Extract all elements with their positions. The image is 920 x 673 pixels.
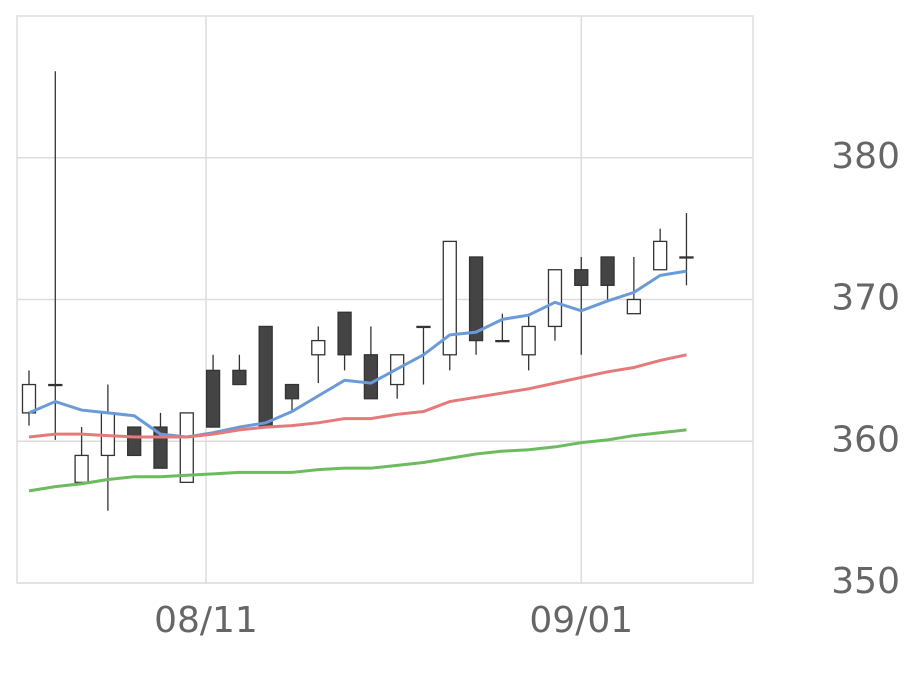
moving-average-line (28, 269, 687, 439)
candle-body (232, 369, 247, 386)
candle-body (626, 298, 642, 315)
candle-body (21, 383, 37, 414)
x-tick-label: 08/11 (154, 600, 258, 641)
candle-body (311, 339, 326, 356)
y-tick-label: 360 (831, 419, 900, 460)
candle-body (679, 256, 694, 259)
candle-body (363, 354, 379, 400)
candle-body (442, 240, 457, 356)
y-tick-label: 350 (831, 561, 900, 602)
candle-body (468, 256, 484, 342)
candle-body (179, 412, 194, 484)
y-tick-label: 370 (831, 278, 900, 319)
candle-body (416, 325, 431, 329)
candle-body (205, 369, 221, 428)
candle-body (127, 426, 142, 457)
candle-body (521, 325, 536, 356)
candle-body (600, 256, 615, 286)
moving-average-line (28, 428, 687, 493)
candle-body (48, 383, 63, 387)
moving-average-line (28, 353, 687, 439)
x-tick-label: 09/01 (529, 600, 633, 641)
candle-body (547, 269, 563, 328)
candle-body (337, 311, 352, 356)
candle-body (284, 383, 300, 400)
candle-body (574, 269, 589, 286)
candle-body (495, 339, 510, 343)
candle-body (74, 454, 89, 484)
candle-body (258, 325, 273, 428)
y-tick-label: 380 (831, 136, 900, 177)
candle-body (653, 240, 668, 271)
